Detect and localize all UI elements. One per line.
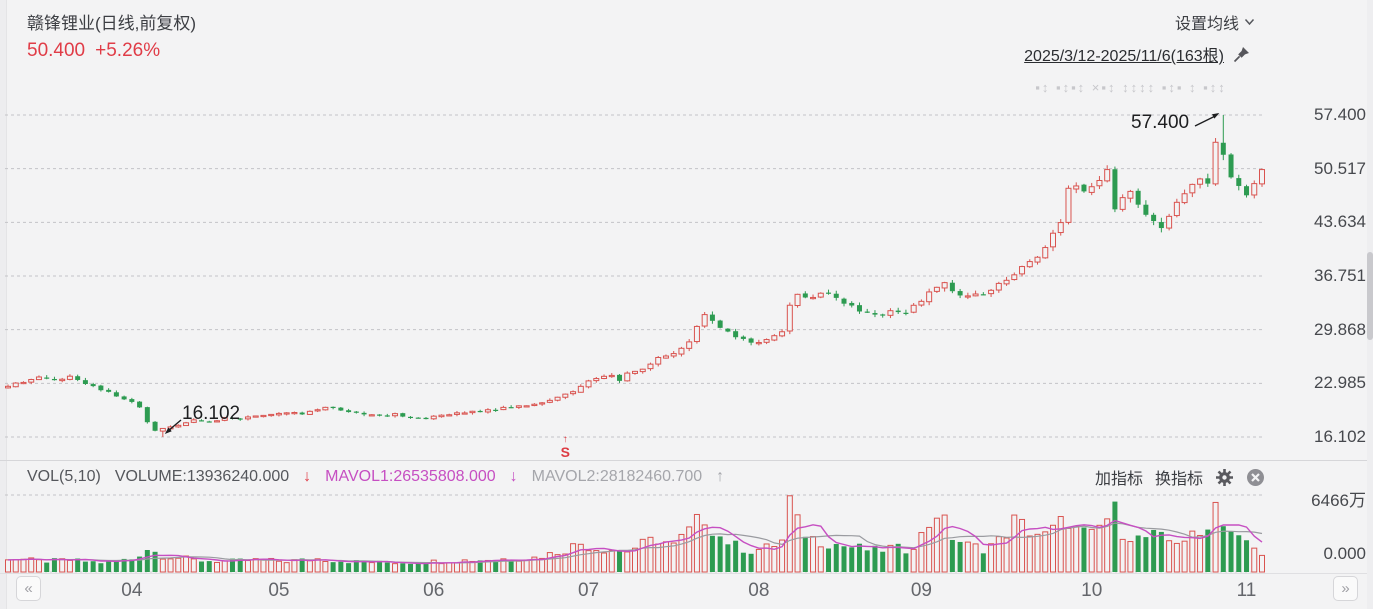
scroll-right-button[interactable]: » <box>1333 576 1358 601</box>
month-label: 07 <box>577 580 600 601</box>
scroll-left-button[interactable]: « <box>16 576 41 601</box>
price-tick-label: 43.634 <box>1314 212 1366 232</box>
price-tick-label: 16.102 <box>1314 427 1366 446</box>
last-price: 50.400 <box>27 40 86 61</box>
ma-settings-button[interactable]: 设置均线 <box>1175 10 1255 34</box>
axis-divider <box>0 573 1373 574</box>
marker-letter: S <box>560 444 570 460</box>
faded-candle-tool-icons: ▪↕ ▪↕▪↕ ×▪↕ ↕↕↕↕ ▪↕▪ ↕ ▪↕↕ <box>1035 80 1227 95</box>
mavol1-down-arrow-icon: ↓ <box>509 468 518 485</box>
month-label: 08 <box>748 580 770 601</box>
month-label: 05 <box>268 580 290 601</box>
low-annotation: 16.102 <box>182 403 241 424</box>
price-tick-label: 29.868 <box>1314 319 1366 339</box>
month-label: 10 <box>1081 580 1103 601</box>
high-annotation: 57.400 <box>1131 112 1190 133</box>
price-tick-label: 57.400 <box>1314 105 1366 124</box>
scrollbar-thumb[interactable] <box>1367 252 1373 340</box>
month-label: 04 <box>121 580 143 601</box>
month-label: 09 <box>910 580 932 601</box>
mavol2-up-arrow-icon: ↑ <box>716 468 725 485</box>
change-percent: +5.26% <box>95 40 161 61</box>
volume-down-arrow-icon: ↓ <box>303 468 312 485</box>
volume-indicator-header: VOL(5,10) VOLUME:13936240.000 ↓ MAVOL1:2… <box>27 464 724 490</box>
price-row: 50.400 +5.26% <box>27 40 170 62</box>
mavol2-value: MAVOL2:28182460.700 <box>531 468 703 485</box>
volume-pane-tools: 加指标 换指标 <box>1095 464 1265 490</box>
month-label: 11 <box>1236 580 1257 601</box>
pane-divider <box>0 460 1373 461</box>
chevron-down-icon <box>1244 19 1255 26</box>
left-edge-strip <box>0 0 7 609</box>
ma-settings-label: 设置均线 <box>1174 16 1239 33</box>
switch-indicator-button[interactable]: 换指标 <box>1154 471 1203 488</box>
price-tick-label: 22.985 <box>1314 373 1366 393</box>
date-range-row: 2025/3/12-2025/11/6(163根) <box>1024 42 1251 66</box>
pin-icon[interactable] <box>1232 45 1251 64</box>
instrument-title: 赣锋锂业(日线,前复权) <box>27 14 197 33</box>
price-tick-label: 36.751 <box>1314 266 1366 285</box>
volume-value: VOLUME:13936240.000 <box>114 468 290 485</box>
mavol1-value: MAVOL1:26535808.000 <box>325 468 496 485</box>
marker-up-arrow-icon: ↑ <box>562 434 568 445</box>
volume-axis-zero: 0.000 <box>1323 544 1366 563</box>
close-icon[interactable] <box>1246 468 1265 487</box>
volume-axis-max: 6466万 <box>1311 491 1366 510</box>
price-tick-label: 50.517 <box>1314 158 1366 178</box>
vol-indicator-name: VOL(5,10) <box>27 468 101 485</box>
gear-icon[interactable] <box>1215 468 1234 487</box>
date-range-link[interactable]: 2025/3/12-2025/11/6(163根) <box>1024 48 1224 65</box>
sell-trade-marker: ↑ S <box>556 434 574 460</box>
month-label: 06 <box>423 580 445 601</box>
add-indicator-button[interactable]: 加指标 <box>1094 471 1143 488</box>
